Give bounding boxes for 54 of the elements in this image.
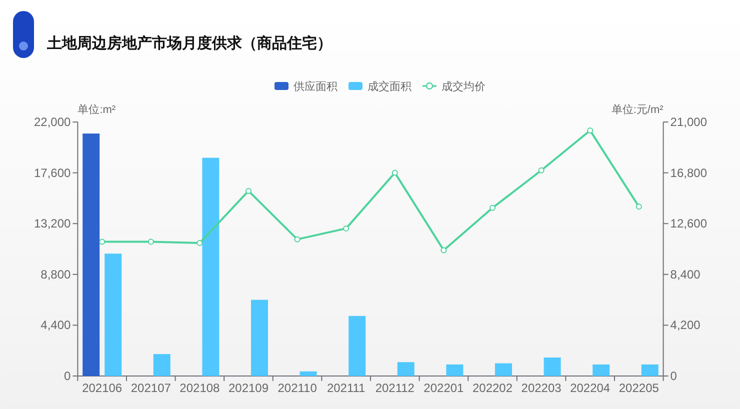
y2-tick-label: 12,600 xyxy=(670,216,708,231)
y-tick-label: 22,000 xyxy=(34,115,72,129)
x-tick-label: 202110 xyxy=(278,381,318,395)
point xyxy=(636,204,642,210)
bar xyxy=(348,316,366,376)
y2-tick-label: 21,000 xyxy=(670,115,708,129)
point xyxy=(294,236,300,242)
bar xyxy=(446,364,464,376)
bar xyxy=(592,364,610,376)
x-tick-label: 202204 xyxy=(570,381,610,395)
x-tick-label: 202107 xyxy=(130,381,172,395)
legend-label: 供应面积 xyxy=(294,80,338,93)
bar xyxy=(544,358,561,376)
y-tick-label: 8,800 xyxy=(40,267,72,282)
bar xyxy=(104,254,122,376)
x-tick-label: 202111 xyxy=(326,381,366,395)
point xyxy=(99,238,106,245)
x-tick-label: 202205 xyxy=(618,381,660,395)
y-tick-label: 0 xyxy=(64,369,72,383)
point xyxy=(587,127,594,134)
point xyxy=(196,240,203,246)
legend-label: 成交均价 xyxy=(442,80,486,93)
x-tick-label: 202201 xyxy=(424,381,464,395)
point xyxy=(246,188,252,194)
point xyxy=(148,238,154,245)
x-tick-label: 202203 xyxy=(521,381,562,395)
point xyxy=(392,170,398,176)
y2-tick-label: 4,200 xyxy=(670,318,701,332)
x-tick-label: 202106 xyxy=(82,381,122,395)
chart-title: 土地周边房地产市场月度供求（商品住宅） xyxy=(46,34,332,52)
x-tick-label: 202112 xyxy=(375,381,415,395)
y-tick-label: 17,600 xyxy=(34,166,72,180)
y2-tick-label: 8,400 xyxy=(670,267,701,282)
x-tick-label: 202109 xyxy=(228,381,269,395)
point xyxy=(538,167,544,174)
point xyxy=(440,247,447,254)
y2-tick-label: 0 xyxy=(670,369,678,383)
bar xyxy=(153,354,170,376)
bar xyxy=(641,364,658,376)
y-tick-label: 4,400 xyxy=(40,318,72,332)
bar xyxy=(300,371,317,376)
legend-label: 成交面积 xyxy=(368,80,412,93)
y-axis-title: 单位:m² xyxy=(78,103,116,116)
y2-tick-label: 16,800 xyxy=(670,166,708,180)
point xyxy=(343,225,350,232)
bar xyxy=(251,300,268,376)
y-tick-label: 13,200 xyxy=(34,216,72,231)
x-tick-label: 202108 xyxy=(180,381,220,395)
bar xyxy=(202,158,220,376)
x-tick-label: 202202 xyxy=(472,381,513,395)
y2-axis-title: 单位:元/m² xyxy=(611,103,664,116)
bar xyxy=(495,363,512,376)
bar xyxy=(397,362,414,376)
point xyxy=(490,204,496,211)
